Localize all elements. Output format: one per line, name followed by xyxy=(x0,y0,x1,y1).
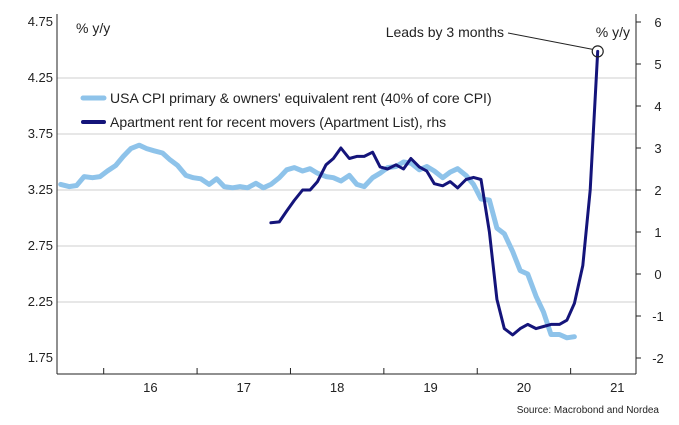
right-tick-label: 2 xyxy=(654,183,661,198)
right-tick-label: -1 xyxy=(652,309,664,324)
x-tick-label: 19 xyxy=(423,380,437,395)
legend-label: Apartment rent for recent movers (Apartm… xyxy=(110,114,446,130)
x-tick-label: 16 xyxy=(143,380,157,395)
left-tick-label: 4.25 xyxy=(28,70,53,85)
left-tick-label: 2.25 xyxy=(28,294,53,309)
x-tick-label: 20 xyxy=(517,380,531,395)
left-tick-label: 3.75 xyxy=(28,126,53,141)
right-tick-label: 5 xyxy=(654,57,661,72)
x-tick-label: 21 xyxy=(610,380,624,395)
right-tick-label: 6 xyxy=(654,15,661,30)
legend: USA CPI primary & owners' equivalent ren… xyxy=(80,90,492,130)
series-line-apartment-rent xyxy=(269,49,600,337)
annotation-label: Leads by 3 months xyxy=(386,24,504,40)
left-axis-unit-label: % y/y xyxy=(76,20,110,36)
right-axis-unit-label: % y/y xyxy=(596,24,630,40)
right-tick-label: 4 xyxy=(654,99,661,114)
left-tick-label: 3.25 xyxy=(28,182,53,197)
source-note: Source: Macrobond and Nordea xyxy=(517,405,660,416)
annotation: Leads by 3 months xyxy=(386,24,604,58)
axes: 4.754.253.753.252.752.251.756543210-1-21… xyxy=(28,14,664,395)
left-tick-label: 4.75 xyxy=(28,14,53,29)
x-tick-label: 18 xyxy=(330,380,344,395)
legend-label: USA CPI primary & owners' equivalent ren… xyxy=(110,90,492,106)
right-tick-label: 1 xyxy=(654,225,661,240)
right-tick-label: 3 xyxy=(654,141,661,156)
annotation-leader-line xyxy=(507,32,593,50)
gridlines xyxy=(57,77,636,303)
x-tick-label: 17 xyxy=(237,380,251,395)
left-tick-label: 1.75 xyxy=(28,350,53,365)
right-tick-label: 0 xyxy=(654,267,661,282)
left-tick-label: 2.75 xyxy=(28,238,53,253)
right-tick-label: -2 xyxy=(652,351,664,366)
series-line-cpi-rent xyxy=(58,142,577,341)
annotation-marker xyxy=(591,45,604,58)
series-lines xyxy=(58,49,600,341)
